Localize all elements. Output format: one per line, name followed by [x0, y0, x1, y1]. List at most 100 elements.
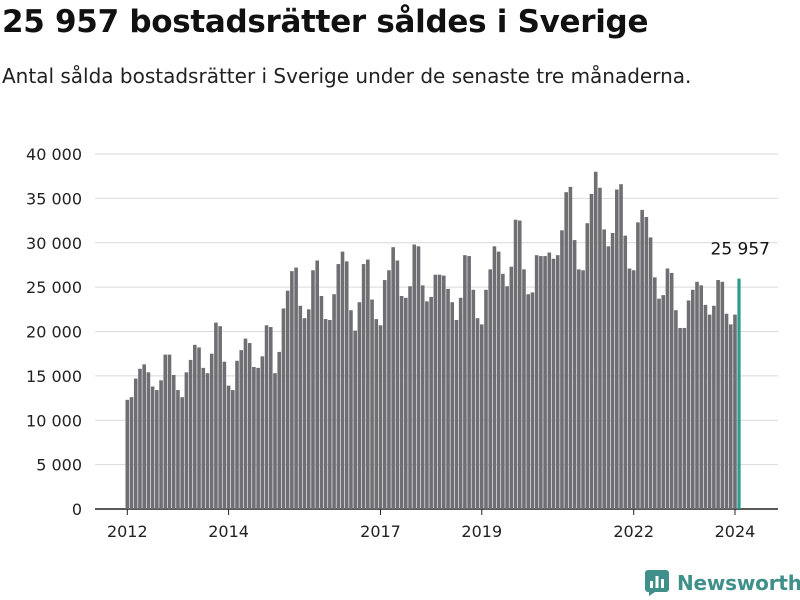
bar	[703, 304, 708, 509]
bar	[285, 290, 290, 509]
bar	[610, 232, 615, 510]
bar	[201, 367, 206, 509]
bar	[720, 281, 725, 509]
bar	[425, 301, 429, 509]
bar	[446, 288, 450, 509]
x-tick-label: 2012	[107, 522, 148, 541]
bar	[724, 313, 729, 509]
bar	[467, 256, 471, 509]
chart-title: 25 957 bostadsrätter såldes i Sverige	[2, 4, 649, 40]
bar	[585, 223, 590, 509]
bar	[155, 390, 159, 509]
bar	[256, 367, 260, 509]
bar	[682, 327, 687, 509]
bar	[133, 378, 138, 509]
bar	[420, 285, 425, 509]
bar	[205, 373, 210, 509]
bar	[551, 258, 556, 509]
bar	[218, 326, 222, 509]
bar	[235, 360, 239, 509]
bar	[526, 294, 530, 509]
bar	[648, 237, 653, 510]
bar	[623, 235, 628, 509]
bar	[163, 354, 168, 509]
bar	[517, 220, 522, 509]
bar	[458, 297, 463, 509]
bar	[653, 277, 657, 509]
bar-highlight	[737, 278, 741, 509]
bar	[273, 373, 277, 509]
bar	[353, 330, 357, 509]
bar	[429, 296, 433, 509]
bar	[669, 272, 674, 509]
bar	[404, 297, 408, 509]
bar	[264, 325, 269, 509]
bar	[315, 260, 319, 509]
bar	[247, 343, 252, 509]
bar	[395, 260, 400, 509]
bar	[416, 246, 421, 510]
bar	[328, 319, 332, 509]
bar	[344, 261, 349, 509]
bars	[125, 171, 741, 510]
bar	[695, 281, 699, 509]
bar	[239, 350, 244, 509]
bar	[171, 374, 176, 509]
x-tick-label: 2017	[360, 522, 401, 541]
bar	[176, 390, 180, 509]
bar	[733, 314, 737, 509]
bar	[657, 298, 661, 509]
x-tick-label: 2014	[208, 522, 249, 541]
y-tick-label: 5 000	[36, 456, 82, 475]
bar	[188, 359, 193, 509]
brand-name: Newsworthy	[677, 571, 800, 595]
y-tick-label: 0	[72, 500, 82, 519]
bar	[180, 397, 184, 509]
bar	[593, 171, 598, 509]
bar	[636, 222, 640, 509]
bar	[129, 397, 134, 509]
bar	[543, 256, 547, 509]
bar	[197, 347, 201, 509]
bar	[442, 275, 446, 509]
bar	[214, 322, 218, 509]
bar	[142, 364, 146, 509]
bar	[302, 318, 307, 509]
bar	[125, 399, 130, 509]
bar	[484, 289, 488, 509]
y-tick-label: 15 000	[26, 367, 82, 386]
bar	[463, 255, 467, 509]
bar	[319, 296, 324, 509]
bar	[226, 385, 231, 509]
bar	[231, 390, 235, 509]
bar	[492, 246, 497, 510]
bar	[564, 192, 568, 509]
bar	[690, 289, 695, 509]
bar	[496, 251, 501, 509]
bar	[366, 259, 370, 509]
bar	[294, 267, 298, 509]
newsworthy-logo-icon	[645, 570, 669, 596]
bar	[209, 353, 214, 509]
bar	[391, 247, 395, 509]
bar	[336, 264, 341, 509]
bar	[728, 324, 733, 509]
bar	[252, 367, 256, 509]
bar	[631, 270, 636, 509]
bar	[306, 309, 311, 509]
y-tick-label: 35 000	[26, 189, 82, 208]
bar	[357, 302, 362, 509]
bar	[581, 270, 585, 509]
bar	[349, 310, 353, 509]
annotations: 25 957	[711, 240, 770, 260]
bar	[475, 318, 480, 509]
bar	[471, 289, 476, 509]
bar	[323, 319, 328, 509]
bar	[332, 294, 336, 509]
bar	[281, 308, 286, 509]
x-tick-label: 2019	[461, 522, 502, 541]
bar	[505, 286, 509, 509]
bar	[150, 386, 155, 509]
bar	[606, 246, 611, 510]
bar	[522, 269, 526, 509]
